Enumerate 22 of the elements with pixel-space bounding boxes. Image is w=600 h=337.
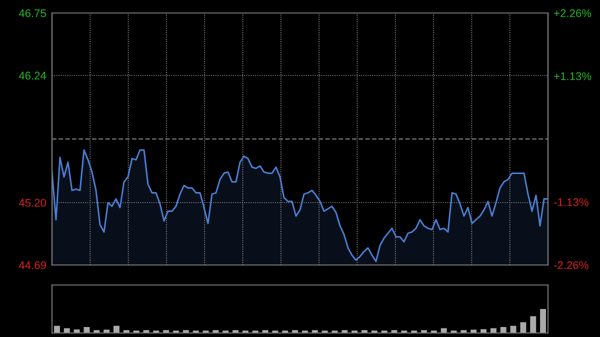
- y2-tick-label: +1.13%: [554, 72, 592, 80]
- bar: [114, 326, 120, 333]
- bar: [500, 327, 506, 333]
- y-tick-label: 45.20: [18, 198, 46, 207]
- bar: [54, 326, 60, 333]
- bar: [64, 328, 70, 333]
- y2-tick-label: -1.13%: [554, 198, 588, 206]
- bar: [530, 316, 536, 333]
- y-tick-label: 46.75: [18, 9, 46, 18]
- bar: [440, 328, 447, 333]
- bar: [470, 330, 477, 333]
- bar: [490, 328, 496, 333]
- bar: [520, 322, 526, 333]
- bar: [540, 309, 546, 333]
- bar: [480, 329, 486, 333]
- bar: [104, 330, 110, 333]
- y-tick-label: 44.69: [18, 261, 46, 270]
- bar: [510, 326, 516, 333]
- y2-tick-label: -2.26%: [554, 261, 588, 270]
- y2-tick-label: +2.26%: [554, 9, 592, 18]
- y-tick-label: 46.24: [18, 72, 46, 80]
- bar: [84, 327, 90, 333]
